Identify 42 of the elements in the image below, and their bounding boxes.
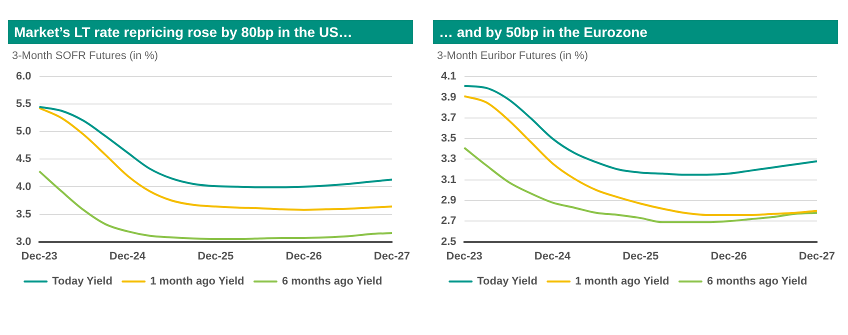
x-tick-label: Dec-23 <box>21 250 58 262</box>
chart-title: … and by 50bp in the Eurozone <box>433 20 838 44</box>
y-tick-label: 4.0 <box>16 180 32 193</box>
y-tick-label: 3.3 <box>440 153 456 166</box>
legend-label: 6 months ago Yield <box>706 276 808 288</box>
chart-subtitle: 3-Month Euribor Futures (in %) <box>437 50 589 62</box>
legend-label: 1 month ago Yield <box>575 276 670 288</box>
x-tick-label: Dec-27 <box>798 250 835 262</box>
y-tick-label: 2.5 <box>440 236 456 248</box>
legend-label: 6 months ago Yield <box>282 276 382 288</box>
y-tick-label: 4.1 <box>440 70 456 83</box>
chart-subtitle: 3-Month SOFR Futures (in %) <box>12 50 160 62</box>
y-tick-label: 5.0 <box>16 126 32 138</box>
line-series <box>38 170 393 240</box>
x-tick-label: Dec-27 <box>374 250 410 262</box>
line-series <box>463 146 818 224</box>
x-tick-label: Dec-23 <box>446 250 482 262</box>
x-tick-label: Dec-25 <box>622 250 659 262</box>
legend-label: 1 month ago Yield <box>150 276 244 288</box>
line-series <box>38 106 393 188</box>
y-tick-label: 3.9 <box>440 91 456 104</box>
x-tick-label: Dec-25 <box>198 250 234 262</box>
x-tick-label: Dec-26 <box>286 250 322 262</box>
y-tick-label: 2.7 <box>440 215 456 228</box>
x-tick-label: Dec-24 <box>109 250 146 262</box>
y-tick-label: 6.0 <box>16 70 32 83</box>
line-series <box>463 95 818 216</box>
y-tick-label: 4.5 <box>16 153 32 166</box>
y-tick-label: 2.9 <box>440 194 456 207</box>
line-series <box>38 106 393 211</box>
x-tick-label: Dec-26 <box>710 250 747 262</box>
legend-label: Today Yield <box>52 276 112 288</box>
y-tick-label: 5.5 <box>16 98 32 110</box>
x-tick-label: Dec-24 <box>534 250 572 262</box>
y-tick-label: 3.5 <box>16 208 32 220</box>
line-series <box>463 84 818 176</box>
y-tick-label: 3.1 <box>440 174 456 186</box>
y-tick-label: 3.5 <box>440 132 456 145</box>
y-tick-label: 3.7 <box>440 112 456 124</box>
y-tick-label: 3.0 <box>16 236 32 248</box>
legend-label: Today Yield <box>477 276 538 288</box>
chart-title: Market’s LT rate repricing rose by 80bp in the US… <box>8 20 413 44</box>
